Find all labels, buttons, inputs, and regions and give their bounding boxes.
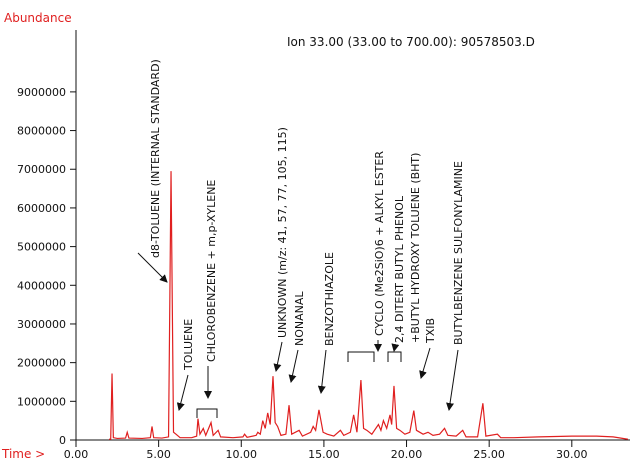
x-tick-label: 10.00 xyxy=(226,448,258,461)
annotation: +BUTYL HYDROXY TOLUENE (BHT) xyxy=(409,153,422,343)
y-tick-label: 4000000 xyxy=(17,279,66,292)
y-tick-label: 5000000 xyxy=(17,241,66,254)
annotation: NONANAL xyxy=(293,291,306,346)
x-tick-label: 5.00 xyxy=(146,448,171,461)
x-tick-label: 25.00 xyxy=(473,448,505,461)
annotation: BENZOTHIAZOLE xyxy=(323,252,336,346)
x-tick-label: 15.00 xyxy=(308,448,340,461)
trace xyxy=(109,171,629,440)
bracket xyxy=(347,351,375,362)
y-tick-label: 2000000 xyxy=(17,357,66,370)
y-tick-label: 9000000 xyxy=(17,86,66,99)
annotation-arrow xyxy=(273,341,283,372)
annotation: CHLOROBENZENE + m,p-XYLENE xyxy=(205,180,218,362)
y-tick-label: 1000000 xyxy=(17,395,66,408)
y-tick-label: 0 xyxy=(59,434,66,447)
bracket xyxy=(196,408,218,418)
annotation: TOLUENE xyxy=(182,319,195,371)
annotation-arrow xyxy=(391,343,400,352)
annotation-arrow xyxy=(137,252,168,283)
annotation: d8-TOLUENE (INTERNAL STANDARD) xyxy=(149,59,162,258)
y-tick-label: 6000000 xyxy=(17,202,66,215)
y-axis-label: Abundance xyxy=(4,11,72,25)
annotation: TXIB xyxy=(424,318,437,344)
x-tick-label: 20.00 xyxy=(391,448,423,461)
bracket xyxy=(387,351,402,362)
y-tick-label: 3000000 xyxy=(17,318,66,331)
y-tick-label: 8000000 xyxy=(17,125,66,138)
annotation: BUTYLBENZENE SULFONYLAMINE xyxy=(452,161,465,345)
annotation-arrow xyxy=(288,349,299,383)
annotation-arrow xyxy=(176,374,189,411)
annotation: 2,4 DITERT BUTYL PHENOL xyxy=(393,195,406,343)
annotation-arrow xyxy=(317,349,327,394)
annotation-arrow xyxy=(419,347,431,379)
x-axis-label: Time > xyxy=(1,447,45,461)
x-tick-label: 30.00 xyxy=(556,448,588,461)
annotation: CYCLO (Me2SiO)6 + ALKYL ESTER xyxy=(373,151,386,336)
annotation-arrow xyxy=(446,349,459,411)
annotation: UNKNOWN (m/z: 41, 57, 77, 105, 115) xyxy=(276,127,289,338)
chart-title: Ion 33.00 (33.00 to 700.00): 90578503.D xyxy=(287,35,535,49)
x-tick-label: 0.00 xyxy=(64,448,89,461)
y-tick-label: 7000000 xyxy=(17,163,66,176)
